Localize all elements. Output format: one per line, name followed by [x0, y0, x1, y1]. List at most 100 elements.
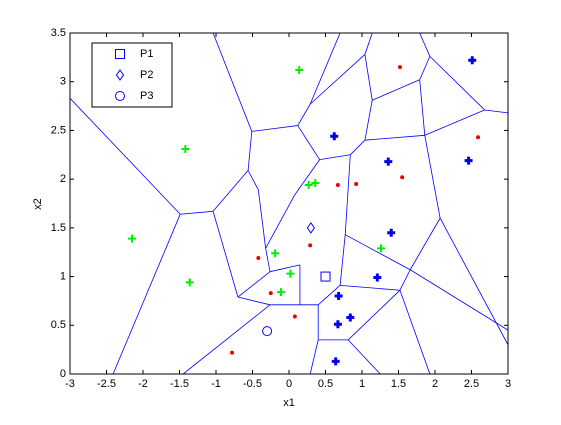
- y-axis-label: x2: [32, 198, 44, 210]
- point: [256, 256, 261, 261]
- query-point: [115, 49, 125, 59]
- voronoi-edge: [340, 284, 400, 291]
- voronoi-edge: [345, 234, 411, 271]
- y-tick-label: 1.5: [51, 222, 66, 234]
- point: [311, 179, 320, 188]
- x-tick-label: -2: [138, 378, 148, 390]
- point: [268, 291, 273, 296]
- x-tick-label: 1.5: [391, 378, 406, 390]
- voronoi-edge: [309, 54, 366, 105]
- point: [271, 249, 280, 258]
- point: [384, 157, 393, 166]
- voronoi-edge: [317, 285, 341, 306]
- legend-label: P1: [140, 48, 153, 60]
- point: [397, 65, 402, 70]
- point: [292, 314, 297, 319]
- voronoi-edge: [409, 269, 508, 331]
- point: [335, 182, 340, 187]
- x-tick-label: 0.5: [318, 378, 333, 390]
- plot: [70, 33, 508, 374]
- voronoi-edge: [364, 134, 425, 141]
- point: [468, 56, 477, 65]
- voronoi-edge: [419, 79, 426, 136]
- voronoi-edge: [212, 33, 253, 132]
- voronoi-edge: [269, 264, 301, 273]
- point: [334, 292, 343, 301]
- voronoi-edge: [297, 103, 311, 126]
- voronoi-edge: [180, 210, 214, 215]
- voronoi-edge: [399, 290, 431, 374]
- point: [230, 350, 235, 355]
- axes-box: [69, 32, 509, 375]
- x-tick-label: -0.5: [243, 378, 262, 390]
- voronoi-edge: [319, 154, 351, 161]
- voronoi-edge: [364, 54, 373, 101]
- point: [476, 135, 481, 140]
- voronoi-edge: [347, 339, 381, 374]
- voronoi-edge: [212, 211, 239, 298]
- x-tick-label: 2: [432, 378, 438, 390]
- legend-label: P3: [140, 90, 153, 102]
- point: [464, 156, 473, 165]
- x-tick-label: 1: [359, 378, 365, 390]
- y-tick-label: 2: [60, 173, 66, 185]
- x-tick-label: 2.5: [464, 378, 479, 390]
- x-tick-label: -1.5: [170, 378, 189, 390]
- point: [276, 288, 285, 297]
- y-tick-label: 3.5: [51, 27, 66, 39]
- point: [128, 234, 137, 243]
- point: [346, 313, 355, 322]
- voronoi-edge: [182, 304, 271, 374]
- point: [373, 273, 382, 282]
- query-point: [115, 69, 125, 81]
- voronoi-edge: [350, 139, 366, 156]
- voronoi-edge: [424, 109, 485, 136]
- voronoi-edge: [237, 296, 271, 306]
- voronoi-edge: [294, 159, 320, 195]
- y-tick-label: 0: [60, 368, 66, 380]
- voronoi-edge: [265, 194, 296, 249]
- voronoi-edge: [399, 269, 411, 291]
- point: [304, 180, 313, 189]
- x-tick-label: 3: [505, 378, 511, 390]
- legend-label: P2: [140, 69, 153, 81]
- voronoi-edge: [424, 135, 441, 219]
- point: [400, 175, 405, 180]
- voronoi-edge: [70, 98, 181, 215]
- y-tick-label: 3: [60, 76, 66, 88]
- voronoi-edge: [265, 248, 271, 272]
- point: [330, 132, 339, 141]
- voronoi-edge: [309, 33, 341, 105]
- x-tick-label: -1: [211, 378, 221, 390]
- voronoi-edge: [112, 214, 181, 374]
- voronoi-edge: [257, 189, 267, 249]
- query-point: [262, 326, 273, 337]
- voronoi-edge: [347, 289, 401, 341]
- query-point: [320, 271, 331, 282]
- voronoi-edge: [484, 109, 508, 114]
- point: [331, 357, 340, 366]
- voronoi-edge: [439, 217, 508, 345]
- voronoi-edge: [419, 33, 431, 57]
- voronoi-edge: [429, 56, 485, 111]
- voronoi-edge: [364, 33, 373, 55]
- point: [354, 182, 359, 187]
- voronoi-edge: [247, 170, 259, 191]
- voronoi-edge: [364, 100, 373, 141]
- point: [185, 278, 194, 287]
- x-tick-label: -3: [65, 378, 75, 390]
- query-point: [306, 221, 316, 234]
- voronoi-edge: [344, 154, 351, 235]
- point: [286, 269, 295, 278]
- voronoi-edge: [297, 125, 320, 160]
- point: [295, 66, 304, 75]
- point: [333, 320, 342, 329]
- voronoi-edge: [419, 56, 431, 80]
- voronoi-edge: [212, 170, 249, 212]
- voronoi-edge: [237, 271, 271, 298]
- x-tick-label: -2.5: [97, 378, 116, 390]
- y-tick-label: 1: [60, 270, 66, 282]
- voronoi-edge: [247, 131, 253, 171]
- x-axis-label: x1: [283, 397, 295, 409]
